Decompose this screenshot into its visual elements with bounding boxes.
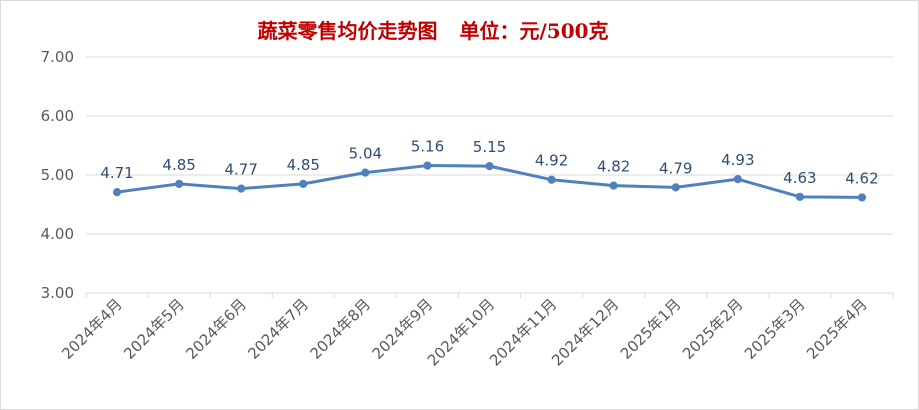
data-point bbox=[112, 188, 122, 197]
data-label: 4.93 bbox=[721, 151, 754, 169]
data-label: 4.85 bbox=[162, 156, 195, 174]
data-point bbox=[423, 161, 432, 170]
chart-unit-label: 单位：元/500克 bbox=[459, 19, 608, 43]
y-tick-label: 5.00 bbox=[41, 166, 74, 184]
data-label: 4.77 bbox=[224, 161, 257, 179]
data-label: 5.04 bbox=[349, 145, 382, 163]
x-tick-label: 2024年6月 bbox=[182, 295, 250, 363]
chart-title-main: 蔬菜零售均价走势图 bbox=[257, 19, 437, 43]
y-tick-label: 6.00 bbox=[41, 107, 74, 125]
data-point bbox=[237, 184, 246, 193]
data-label: 4.85 bbox=[287, 156, 320, 174]
data-label: 4.79 bbox=[659, 159, 692, 177]
x-tick-label: 2024年7月 bbox=[244, 295, 312, 363]
x-tick-label: 2024年12月 bbox=[548, 295, 622, 369]
data-point bbox=[671, 183, 680, 192]
gridlines bbox=[86, 56, 893, 294]
x-axis: 2024年4月2024年5月2024年6月2024年7月2024年8月2024年… bbox=[58, 293, 894, 370]
data-point bbox=[547, 175, 556, 184]
x-tick-label: 2024年4月 bbox=[58, 295, 126, 363]
data-point bbox=[175, 179, 184, 188]
y-tick-label: 3.00 bbox=[41, 284, 74, 302]
data-label: 4.92 bbox=[535, 152, 568, 170]
x-tick-label: 2025年1月 bbox=[617, 295, 685, 363]
data-point bbox=[609, 181, 618, 190]
x-tick-label: 2024年5月 bbox=[120, 295, 188, 363]
data-labels: 4.71 4.85 4.77 4.85 5.04 5.16 5.15 4.92 4.82 4.79… bbox=[100, 138, 878, 188]
data-point bbox=[485, 162, 494, 171]
x-tick-label: 2024年8月 bbox=[306, 295, 374, 363]
data-label: 4.71 bbox=[100, 164, 133, 182]
data-label: 5.16 bbox=[411, 138, 444, 156]
data-label: 5.15 bbox=[473, 138, 506, 156]
series-line-group bbox=[112, 161, 867, 202]
data-label: 4.63 bbox=[783, 169, 816, 187]
data-point bbox=[857, 193, 867, 202]
data-point bbox=[361, 168, 370, 177]
x-tick-label: 2025年2月 bbox=[679, 295, 747, 363]
y-tick-label: 7.00 bbox=[41, 48, 74, 66]
data-point bbox=[299, 179, 308, 188]
y-axis: 3.00 4.00 5.00 6.00 7.00 bbox=[41, 48, 74, 302]
x-tick-label: 2025年3月 bbox=[741, 295, 809, 363]
data-point bbox=[795, 192, 804, 201]
data-point bbox=[733, 175, 742, 184]
data-label: 4.82 bbox=[597, 158, 630, 176]
x-tick-label: 2024年9月 bbox=[369, 295, 437, 363]
chart-title: 蔬菜零售均价走势图 单位：元/500克 bbox=[257, 19, 608, 43]
x-tick-label: 2025年4月 bbox=[803, 295, 871, 363]
y-tick-label: 4.00 bbox=[41, 225, 74, 243]
data-label: 4.62 bbox=[845, 169, 878, 187]
